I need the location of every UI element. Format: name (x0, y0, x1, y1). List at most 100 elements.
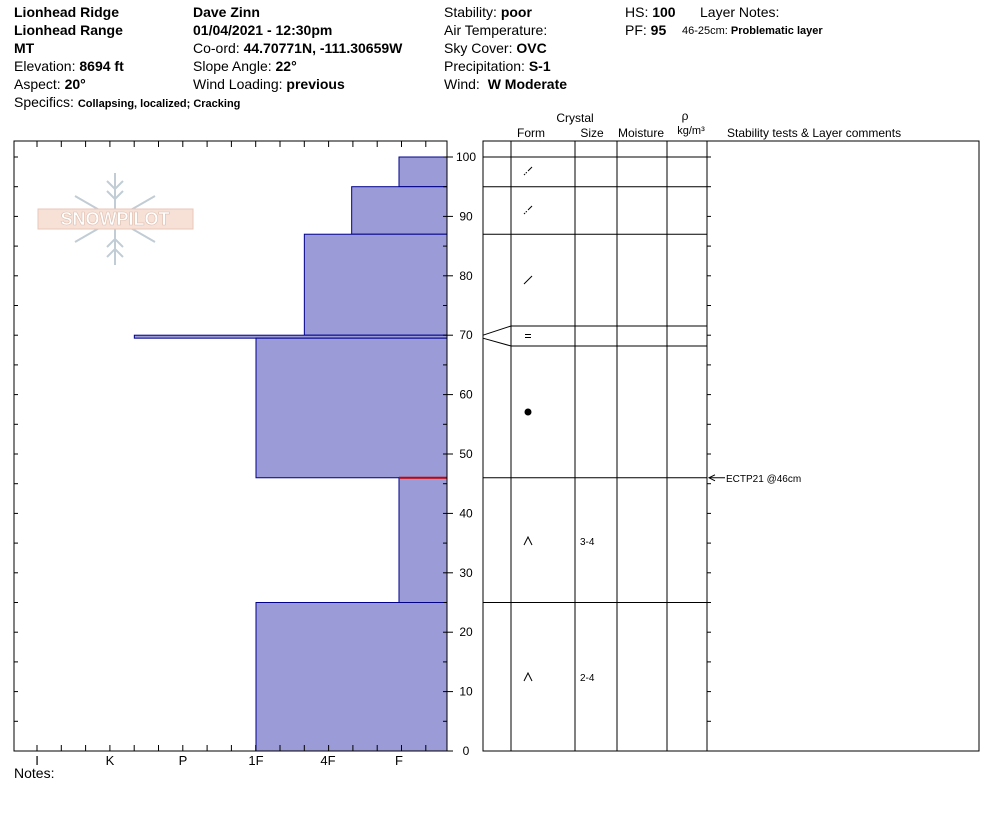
precip-row: Precipitation: S-1 (444, 57, 551, 75)
stability-row: Stability: poor (444, 3, 532, 21)
notes-label: Notes: (14, 765, 55, 781)
coord-label: Co-ord: (193, 40, 240, 56)
sky-label: Sky Cover: (444, 40, 513, 56)
depth-tick-label: 10 (459, 685, 473, 699)
hs-row: HS: 100 (625, 3, 676, 21)
wind-row: Wind: W Moderate (444, 75, 567, 93)
range-name: Lionhead Range (14, 22, 123, 38)
depth-tick-label: 50 (459, 447, 473, 461)
crystal-form-symbol (523, 275, 533, 285)
crystal-size-label: 3-4 (580, 537, 595, 548)
depth-tick-label: 30 (459, 566, 473, 580)
slope-row: Slope Angle: 22° (193, 57, 297, 75)
specifics-label: Specifics: (14, 94, 74, 110)
elevation-value: 8694 ft (79, 58, 124, 74)
state-name: MT (14, 40, 35, 56)
wind-label: Wind: (444, 76, 480, 92)
snowpilot-logo: SNOWPILOT (37, 173, 194, 265)
hardness-tick-label: P (179, 753, 188, 768)
layer-notes-label: Layer Notes: (700, 4, 780, 20)
specifics-row: Specifics: Collapsing, localized; Cracki… (14, 93, 240, 113)
slash-stroke (523, 275, 533, 285)
header-comments: Stability tests & Layer comments (727, 126, 901, 140)
header-rho: ρ (682, 109, 689, 123)
aspect-row: Aspect: 20° (14, 75, 86, 93)
air-temp-label: Air Temperature: (444, 22, 548, 38)
decomposing-stroke (523, 171, 528, 176)
observer-name: Dave Zinn (193, 4, 260, 20)
precip-value: S-1 (528, 58, 551, 74)
air-temp-row: Air Temperature: (444, 21, 547, 39)
layer-note-range: 46-25cm: (682, 25, 728, 37)
hardness-tick-label: 1F (248, 753, 263, 768)
hardness-tick-label: I (35, 753, 39, 768)
pf-row: PF: 95 (625, 21, 666, 39)
layer-table-frame (482, 140, 980, 752)
hardness-frame (13, 140, 448, 752)
depth-tick-label: 0 (463, 744, 470, 758)
depth-tick-label: 70 (459, 328, 473, 342)
stability-test-label: ECTP21 @46cm (726, 474, 801, 485)
coord-row: Co-ord: 44.70771N, -111.30659W (193, 39, 402, 57)
crystal-form-symbol (523, 671, 533, 682)
wind-loading-label: Wind Loading: (193, 76, 283, 92)
crystal-form-symbol (523, 166, 533, 176)
depth-tick-label: 20 (459, 625, 473, 639)
decomposing-stroke (523, 210, 528, 215)
hardness-bar (255, 602, 448, 752)
layer-connector (482, 337, 512, 347)
stability-label: Stability: (444, 4, 497, 20)
logo-text: SNOWPILOT (61, 209, 170, 229)
crystal-form-symbol (523, 535, 533, 546)
layer-note-text: Problematic layer (730, 25, 823, 37)
hs-value: 100 (652, 4, 676, 20)
aspect-label: Aspect: (14, 76, 61, 92)
dot (524, 408, 532, 416)
precip-label: Precipitation: (444, 58, 525, 74)
sky-row: Sky Cover: OVC (444, 39, 547, 57)
depth-tick-label: 90 (459, 209, 473, 223)
slope-label: Slope Angle: (193, 58, 272, 74)
decomposing-stroke (527, 205, 533, 211)
stability-arrow-head (707, 474, 716, 482)
hardness-bar (303, 233, 448, 336)
hs-label: HS: (625, 4, 649, 20)
location-name: Lionhead Ridge (14, 4, 119, 20)
depth-tick-label: 80 (459, 269, 473, 283)
layer-note-row: 46-25cm: Problematic layer (682, 22, 823, 40)
header-density-unit: kg/m³ (677, 125, 705, 137)
depth-tick-label: 100 (456, 150, 476, 164)
crystal-form-symbol (525, 334, 531, 338)
header-crystal: Crystal (556, 111, 593, 125)
caret-stroke (523, 535, 533, 546)
hardness-bar (351, 186, 448, 235)
wind-loading-value: previous (286, 76, 345, 92)
hardness-bar (398, 477, 448, 604)
crystal-form-symbol (524, 408, 532, 416)
specifics-value: Collapsing, localized; Cracking (77, 98, 241, 110)
sky-value: OVC (516, 40, 547, 56)
hardness-tick-label: F (395, 753, 403, 768)
aspect-value: 20° (64, 76, 86, 92)
header-form: Form (517, 126, 545, 140)
crystal-size-label: 2-4 (580, 673, 595, 684)
pf-value: 95 (650, 22, 667, 38)
stability-value: poor (500, 4, 532, 20)
header-size: Size (580, 126, 604, 140)
hardness-profile-panel: I K P 1F 4F F 0 10 20 30 40 50 60 70 80 90 100 (13, 140, 476, 768)
elevation-row: Elevation: 8694 ft (14, 57, 124, 75)
header-moisture: Moisture (618, 126, 664, 140)
hardness-tick-label: K (106, 753, 115, 768)
coord-value: 44.70771N, -111.30659W (243, 40, 403, 56)
hardness-bar (255, 337, 448, 479)
crystal-form-symbol (523, 205, 533, 215)
hardness-bar (398, 156, 448, 188)
wind-loading-row: Wind Loading: previous (193, 75, 345, 93)
slope-value: 22° (275, 58, 297, 74)
hardness-tick-label: 4F (320, 753, 335, 768)
layer-connector (482, 325, 512, 336)
decomposing-stroke (527, 166, 533, 172)
depth-tick-label: 60 (459, 388, 473, 402)
pf-label: PF: (625, 22, 647, 38)
